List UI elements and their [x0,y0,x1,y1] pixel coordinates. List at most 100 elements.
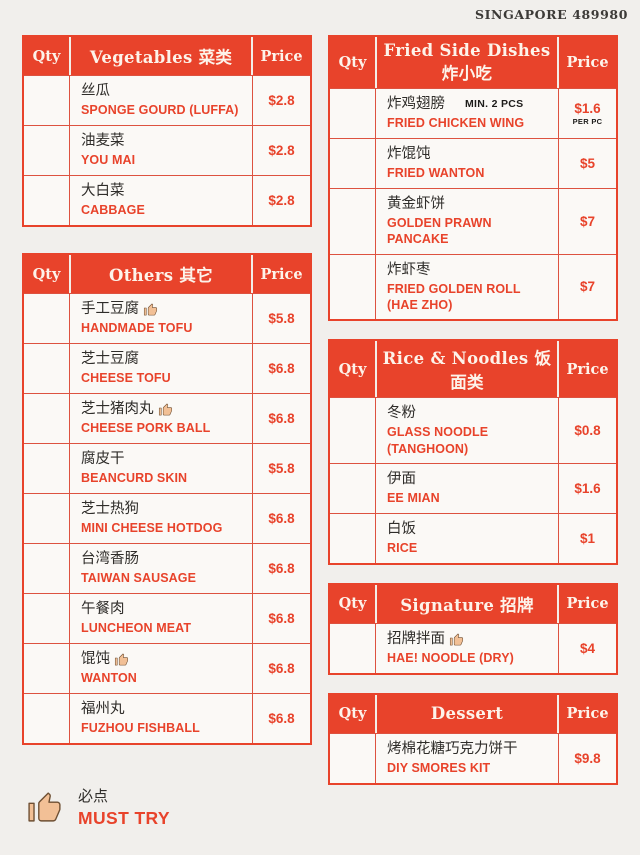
item-name-cell: 炸虾枣 FRIED GOLDEN ROLL (HAE ZHO) [376,255,558,320]
menu-item-row: 伊面 EE MIAN $1.6 [330,462,616,513]
item-price-cell: $7 [558,254,616,320]
item-price-cell: $5.8 [252,444,310,493]
qty-cell [24,444,70,493]
qty-cell [330,398,376,463]
item-name-cell: 大白菜 CABBAGE [70,176,252,225]
item-name-en: BEANCURD SKIN [81,471,188,486]
item-price-cell: $6.8 [252,344,310,393]
price-header-label: Price [260,47,303,65]
item-name-zh-text: 招牌拌面 [387,631,445,648]
item-name-en: HAE! NOODLE (DRY) [387,651,514,666]
thumbs-up-icon [143,302,158,317]
item-price: $0.8 [574,423,601,439]
menu-item-row: 芝士热狗 MINI CHEESE HOTDOG $6.8 [24,493,310,543]
item-price-cell: $6.8 [252,394,310,443]
qty-header-label: Qty [338,360,367,378]
item-note: MIN. 2 PCS [465,97,524,110]
menu-columns: Qty Vegetables 菜类 Price 丝瓜 SPONGE GOURD (LUF… [22,35,618,829]
menu-item-row: 大白菜 CABBAGE $2.8 [24,175,310,225]
item-name-cell: 手工豆腐 HANDMADE TOFU [70,294,252,343]
table-vegetables: Qty Vegetables 菜类 Price 丝瓜 SPONGE GOURD (LUF… [22,35,312,227]
item-name-zh-text: 芝士热狗 [81,501,139,518]
item-price: $1 [579,530,596,546]
item-name-en: GOLDEN PRAWN PANCAKE [387,216,492,247]
qty-cell [330,189,376,254]
item-name-zh: 冬粉 [387,404,554,422]
item-name-zh-text: 馄饨 [81,651,110,668]
thumbs-up-icon [449,632,464,647]
item-price-cell: $0.8 [558,398,616,463]
price-header-label: Price [566,54,609,71]
qty-cell [24,594,70,643]
item-price: $1.6 [574,101,601,116]
item-name-zh-text: 芝士豆腐 [81,351,139,368]
item-price-cell: $7 [558,189,616,254]
item-name-zh: 黄金虾饼 [387,195,554,213]
menu-item-row: 白饭 RICE $1 [330,512,616,563]
item-price: $6.8 [268,661,295,676]
qty-header-label: Qty [32,265,61,283]
item-price-cell: $1.6 [558,463,616,513]
qty-cell [24,176,70,225]
qty-cell [24,394,70,443]
item-name-en: WANTON [81,671,137,686]
table-title: Others 其它 [69,255,253,293]
qty-cell [330,513,376,563]
item-name-zh: 腐皮干 [81,450,248,468]
item-name-zh: 台湾香肠 [81,550,248,568]
qty-header-label: Qty [338,705,367,723]
qty-header-label: Qty [338,54,367,71]
item-name-en: CHEESE PORK BALL [81,421,211,436]
table-fried-side-dishes: Qty Fried Side Dishes 炸小吃 Price 炸鸡翅膀 MIN. 2 … [328,35,618,322]
item-name-zh-text: 黄金虾饼 [387,196,445,212]
item-price: $6.8 [268,411,295,426]
item-name-zh: 油麦菜 [81,132,248,150]
item-name-en: FRIED CHICKEN WING [387,116,525,131]
item-name-cell: 丝瓜 SPONGE GOURD (LUFFA) [70,76,252,125]
table-dessert: Qty Dessert Price 烤棉花糖巧克力饼干 DIY SMORES KIT $9… [328,692,618,785]
item-price-cell: $9.8 [558,733,616,783]
item-price: $6.8 [268,611,295,626]
item-price-cell: $4 [558,623,616,673]
menu-item-row: 芝士猪肉丸 CHEESE PORK BALL $6.8 [24,393,310,443]
qty-cell [330,139,376,188]
item-name-en: GLASS NOODLE (TANGHOON) [387,425,489,456]
item-name-zh: 炸馄饨 [387,145,554,163]
item-name-cell: 馄饨 WANTON [70,644,252,693]
qty-cell [24,126,70,175]
item-name-cell: 芝士豆腐 CHEESE TOFU [70,344,252,393]
item-price: $9.8 [574,750,601,766]
item-price: $6.8 [268,561,295,576]
item-name-zh-text: 台湾香肠 [81,551,139,568]
item-name-cell: 油麦菜 YOU MAI [70,126,252,175]
item-name-zh: 馄饨 [81,650,248,668]
legend-label-en: MUST TRY [78,808,170,828]
menu-item-row: 冬粉 GLASS NOODLE (TANGHOON) $0.8 [330,397,616,463]
item-price: $5 [579,156,596,171]
qty-header-label: Qty [338,595,367,613]
item-name-en: FUZHOU FISHBALL [81,721,200,736]
item-name-zh-text: 手工豆腐 [81,301,139,318]
item-name-en: CHEESE TOFU [81,371,171,386]
item-price: $2.8 [268,193,295,208]
item-price-cell: $6.8 [252,544,310,593]
item-name-cell: 冬粉 GLASS NOODLE (TANGHOON) [376,398,558,463]
right-column: Qty Fried Side Dishes 炸小吃 Price 炸鸡翅膀 MIN. 2 … [328,35,618,829]
item-name-zh: 福州丸 [81,700,248,718]
table-title: Rice & Noodles 饭面类 [375,341,559,398]
item-price: $4 [579,640,596,656]
qty-cell [330,254,376,320]
item-name-cell: 台湾香肠 TAIWAN SAUSAGE [70,544,252,593]
item-name-en: YOU MAI [81,153,136,168]
item-name-en: SPONGE GOURD (LUFFA) [81,103,239,118]
item-price-cell: $1 [558,513,616,563]
menu-item-row: 丝瓜 SPONGE GOURD (LUFFA) $2.8 [24,75,310,125]
item-name-zh: 芝士猪肉丸 [81,400,248,418]
menu-item-row: 炸馄饨 FRIED WANTON $5 [330,138,616,188]
item-name-cell: 芝士猪肉丸 CHEESE PORK BALL [70,394,252,443]
item-name-zh: 烤棉花糖巧克力饼干 [387,740,554,758]
item-price-cell: $2.8 [252,176,310,225]
item-price-cell: $6.8 [252,494,310,543]
item-name-zh: 炸鸡翅膀 MIN. 2 PCS [387,95,554,113]
item-price: $6.8 [268,511,295,526]
